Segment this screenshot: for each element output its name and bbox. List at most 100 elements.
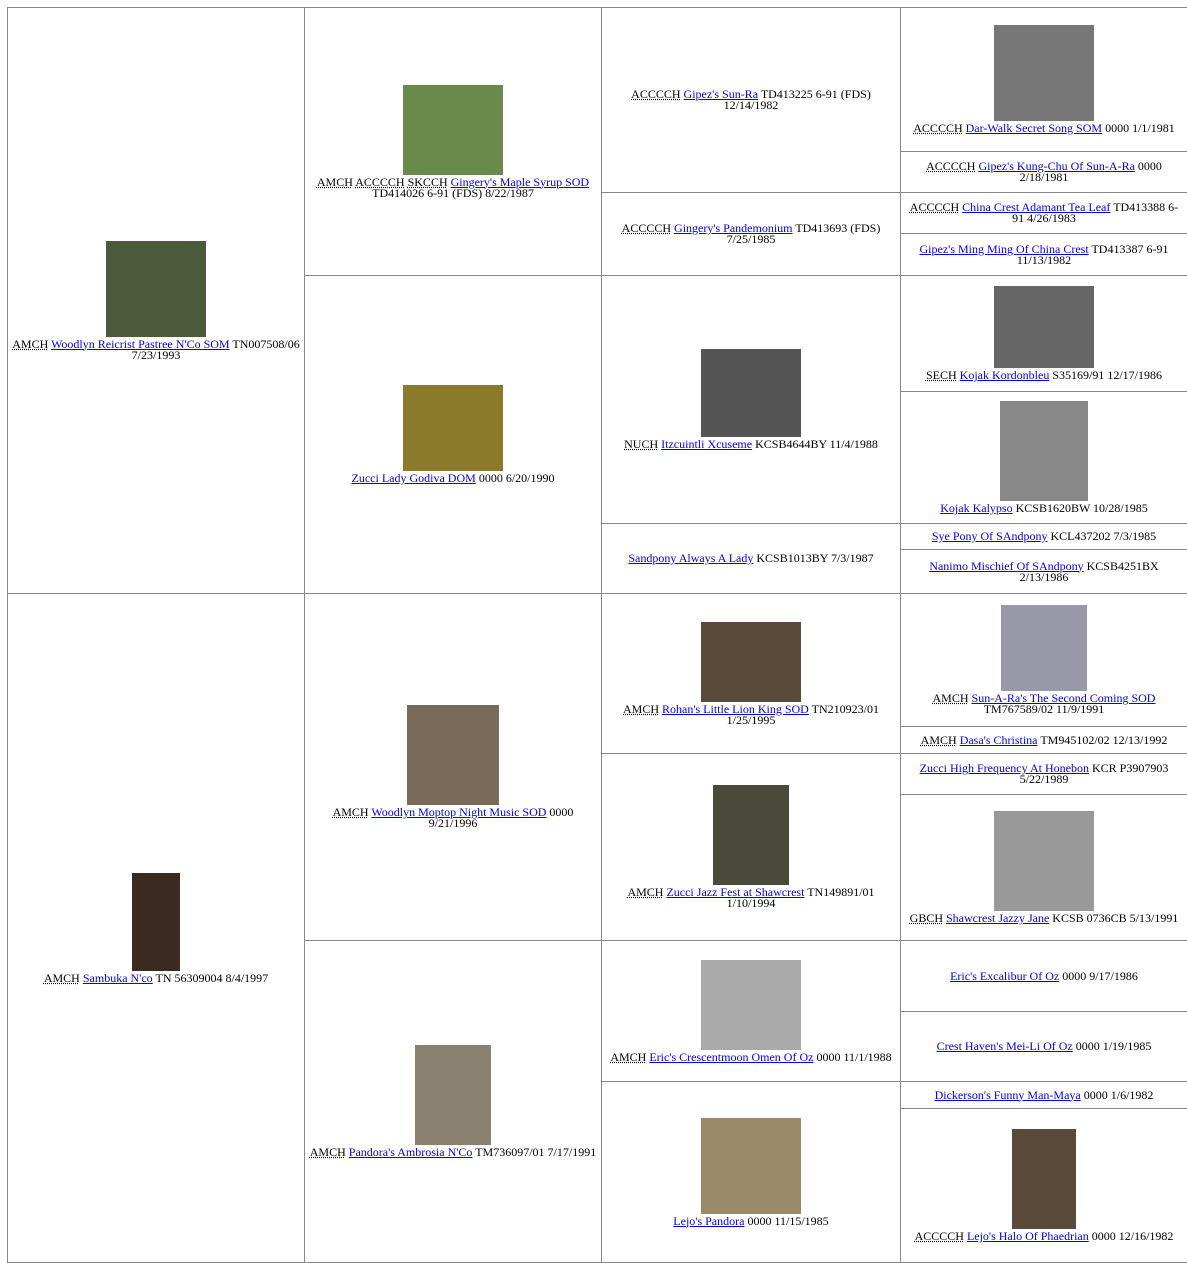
dog-info: 0000 11/15/1985: [747, 1213, 829, 1228]
dog-info: TN 56309004 8/4/1997: [155, 970, 269, 985]
pedigree-cell: SECH Kojak Kordonbleu S35169/91 12/17/19…: [900, 275, 1187, 392]
dog-info: TN007508/06 7/23/1993: [131, 336, 300, 362]
dog-link[interactable]: Sandpony Always A Lady: [628, 551, 754, 565]
dog-photo: [701, 959, 801, 1050]
dog-entry: SECH Kojak Kordonbleu S35169/91 12/17/19…: [926, 286, 1162, 381]
dog-link[interactable]: Nanimo Mischief Of SAndpony: [929, 558, 1084, 573]
dog-link[interactable]: Kojak Kordonbleu: [959, 368, 1050, 382]
pedigree-cell: ACCCCH Dar-Walk Secret Song SOM 0000 1/1…: [900, 7, 1187, 152]
dog-info: TM945102/02 12/13/1992: [1040, 732, 1168, 747]
dog-entry: Sandpony Always A Lady KCSB1013BY 7/3/19…: [628, 551, 874, 565]
pedigree-cell: Zucci High Frequency At Honebon KCR P390…: [900, 753, 1187, 795]
dog-entry: AMCH Sun-A-Ra's The Second Coming SOD TM…: [905, 605, 1183, 715]
pedigree-cell: AMCH ACCCCH SKCCH Gingery's Maple Syrup …: [304, 7, 602, 276]
dog-entry: AMCH Pandora's Ambrosia N'Co TM736097/01…: [310, 1045, 596, 1158]
dog-entry: Kojak Kalypso KCSB1620BW 10/28/1985: [940, 401, 1148, 515]
dog-entry: Eric's Excalibur Of Oz 0000 9/17/1986: [950, 968, 1138, 983]
pedigree-cell: AMCH Dasa's Christina TM945102/02 12/13/…: [900, 726, 1187, 754]
pedigree-cell: AMCH Woodlyn Moptop Night Music SOD 0000…: [304, 593, 602, 941]
dog-link[interactable]: Dar-Walk Secret Song SOM: [965, 121, 1103, 135]
dog-info: KCSB1620BW 10/28/1985: [1015, 501, 1148, 515]
dog-photo: [993, 811, 1094, 911]
pedigree-cell: AMCH Rohan's Little Lion King SOD TN2109…: [601, 593, 901, 754]
title-abbr: SKCCH: [407, 174, 448, 189]
dog-entry: Zucci Lady Godiva DOM 0000 6/20/1990: [351, 385, 555, 485]
pedigree-cell: GBCH Shawcrest Jazzy Jane KCSB 0736CB 5/…: [900, 794, 1187, 941]
title-abbr: AMCH: [627, 885, 664, 899]
pedigree-cell: Lejo's Pandora 0000 11/15/1985: [601, 1081, 901, 1263]
dog-entry: Gipez's Ming Ming Of China Crest TD41338…: [905, 241, 1183, 266]
pedigree-cell: AMCH Eric's Crescentmoon Omen Of Oz 0000…: [601, 940, 901, 1082]
dog-link[interactable]: Gingery's Pandemonium: [674, 221, 793, 235]
pedigree-cell: AMCH Zucci Jazz Fest at Shawcrest TN1498…: [601, 753, 901, 941]
dog-photo: [994, 286, 1094, 368]
dog-link[interactable]: Lejo's Pandora: [673, 1213, 745, 1228]
title-abbr: ACCCCH: [909, 200, 960, 214]
pedigree-cell: Nanimo Mischief Of SAndpony KCSB4251BX 2…: [900, 549, 1187, 594]
dog-link[interactable]: Kojak Kalypso: [940, 501, 1013, 515]
dog-info: KCSB1013BY 7/3/1987: [756, 551, 874, 565]
dog-link[interactable]: Zucci Lady Godiva DOM: [351, 471, 476, 485]
dog-entry: ACCCCH China Crest Adamant Tea Leaf TD41…: [905, 200, 1183, 225]
dog-info: KCL437202 7/3/1985: [1050, 529, 1157, 543]
dog-link[interactable]: Sun-A-Ra's The Second Coming SOD: [971, 691, 1156, 705]
dog-link[interactable]: Eric's Crescentmoon Omen Of Oz: [649, 1049, 814, 1064]
dog-link[interactable]: Shawcrest Jazzy Jane: [946, 911, 1050, 925]
dog-info: TN210923/01 1/25/1995: [726, 701, 879, 727]
dog-link[interactable]: Woodlyn Moptop Night Music SOD: [371, 805, 547, 819]
pedigree-cell: AMCH Woodlyn Reicrist Pastree N'Co SOM T…: [7, 7, 305, 594]
dog-link[interactable]: Dasa's Christina: [959, 732, 1038, 747]
dog-entry: AMCH Rohan's Little Lion King SOD TN2109…: [606, 621, 896, 727]
dog-link[interactable]: Dickerson's Funny Man-Maya: [934, 1087, 1081, 1102]
pedigree-cell: NUCH Itzcuintli Xcuseme KCSB4644BY 11/4/…: [601, 275, 901, 524]
dog-entry: GBCH Shawcrest Jazzy Jane KCSB 0736CB 5/…: [910, 811, 1179, 925]
dog-link[interactable]: Gingery's Maple Syrup SOD: [450, 174, 590, 189]
dog-photo: [106, 240, 206, 337]
dog-info: 0000 12/16/1982: [1091, 1229, 1174, 1243]
title-abbr: ACCCCH: [926, 159, 976, 173]
pedigree-cell: AMCH Sambuka N'co TN 56309004 8/4/1997: [7, 593, 305, 1263]
dog-link[interactable]: China Crest Adamant Tea Leaf: [962, 200, 1111, 214]
dog-link[interactable]: Woodlyn Reicrist Pastree N'Co SOM: [51, 336, 230, 351]
dog-link[interactable]: Itzcuintli Xcuseme: [661, 437, 753, 451]
dog-photo: [403, 84, 503, 175]
dog-entry: ACCCCH Gipez's Sun-Ra TD413225 6-91 (FDS…: [606, 87, 896, 112]
title-abbr: ACCCCH: [631, 87, 681, 101]
dog-info: TD413388 6-91 4/26/1983: [1012, 200, 1179, 225]
dog-info: KCSB 0736CB 5/13/1991: [1052, 911, 1179, 925]
dog-entry: ACCCCH Lejo's Halo Of Phaedrian 0000 12/…: [915, 1129, 1174, 1243]
dog-link[interactable]: Sambuka N'co: [82, 970, 153, 985]
dog-link[interactable]: Rohan's Little Lion King SOD: [662, 701, 809, 716]
dog-link[interactable]: Gipez's Sun-Ra: [683, 87, 759, 101]
dog-link[interactable]: Lejo's Halo Of Phaedrian: [966, 1229, 1089, 1243]
title-abbr: ACCCCH: [913, 121, 963, 135]
dog-link[interactable]: Eric's Excalibur Of Oz: [950, 968, 1060, 983]
title-abbr: SECH: [925, 368, 957, 382]
dog-info: TD413225 6-91 (FDS) 12/14/1982: [723, 87, 871, 112]
dog-entry: Dickerson's Funny Man-Maya 0000 1/6/1982: [934, 1087, 1154, 1102]
dog-entry: Lejo's Pandora 0000 11/15/1985: [673, 1117, 829, 1228]
dog-entry: AMCH Eric's Crescentmoon Omen Of Oz 0000…: [610, 959, 892, 1064]
dog-info: TN149891/01 1/10/1994: [726, 885, 875, 910]
dog-info: TM736097/01 7/17/1991: [475, 1145, 597, 1159]
dog-info: 0000 6/20/1990: [478, 471, 555, 485]
dog-entry: AMCH Sambuka N'co TN 56309004 8/4/1997: [44, 872, 269, 985]
dog-info: KCR P3907903 5/22/1989: [1019, 761, 1169, 786]
dog-info: 0000 9/17/1986: [1062, 968, 1138, 983]
title-abbr: ACCCCH: [621, 221, 672, 235]
dog-link[interactable]: Zucci Jazz Fest at Shawcrest: [666, 885, 805, 899]
dog-link[interactable]: Gipez's Kung-Chu Of Sun-A-Ra: [978, 159, 1135, 173]
dog-info: 0000 9/21/1996: [428, 805, 574, 830]
dog-link[interactable]: Pandora's Ambrosia N'Co: [348, 1145, 473, 1159]
dog-link[interactable]: Zucci High Frequency At Honebon: [919, 761, 1089, 775]
pedigree-cell: Zucci Lady Godiva DOM 0000 6/20/1990: [304, 275, 602, 594]
dog-link[interactable]: Sye Pony Of SAndpony: [931, 529, 1048, 543]
pedigree-cell: Sye Pony Of SAndpony KCL437202 7/3/1985: [900, 523, 1187, 550]
dog-link[interactable]: Crest Haven's Mei-Li Of Oz: [936, 1039, 1073, 1053]
dog-entry: Nanimo Mischief Of SAndpony KCSB4251BX 2…: [905, 558, 1183, 583]
dog-info: S35169/91 12/17/1986: [1052, 368, 1163, 382]
dog-photo: [1001, 605, 1087, 691]
dog-link[interactable]: Gipez's Ming Ming Of China Crest: [919, 241, 1089, 256]
pedigree-cell: Dickerson's Funny Man-Maya 0000 1/6/1982: [900, 1081, 1187, 1109]
